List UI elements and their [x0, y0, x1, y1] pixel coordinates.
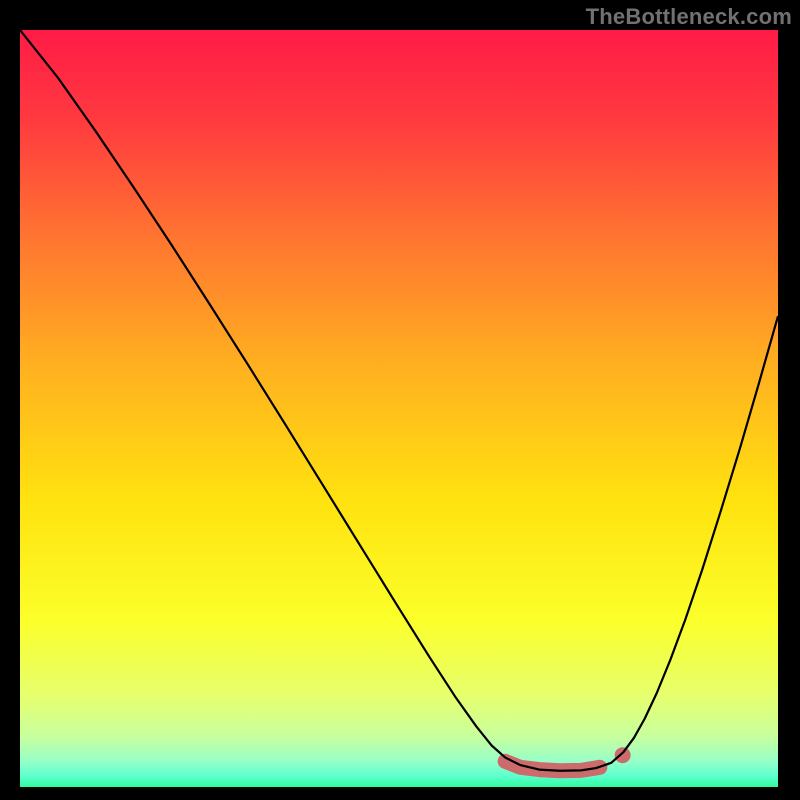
- figure-container: TheBottleneck.com: [0, 0, 800, 800]
- chart-curve-layer: [20, 30, 778, 787]
- plot-area: [20, 30, 778, 787]
- main-curve: [20, 30, 778, 771]
- watermark-text: TheBottleneck.com: [586, 4, 792, 30]
- flat-band-end-dot: [615, 747, 631, 763]
